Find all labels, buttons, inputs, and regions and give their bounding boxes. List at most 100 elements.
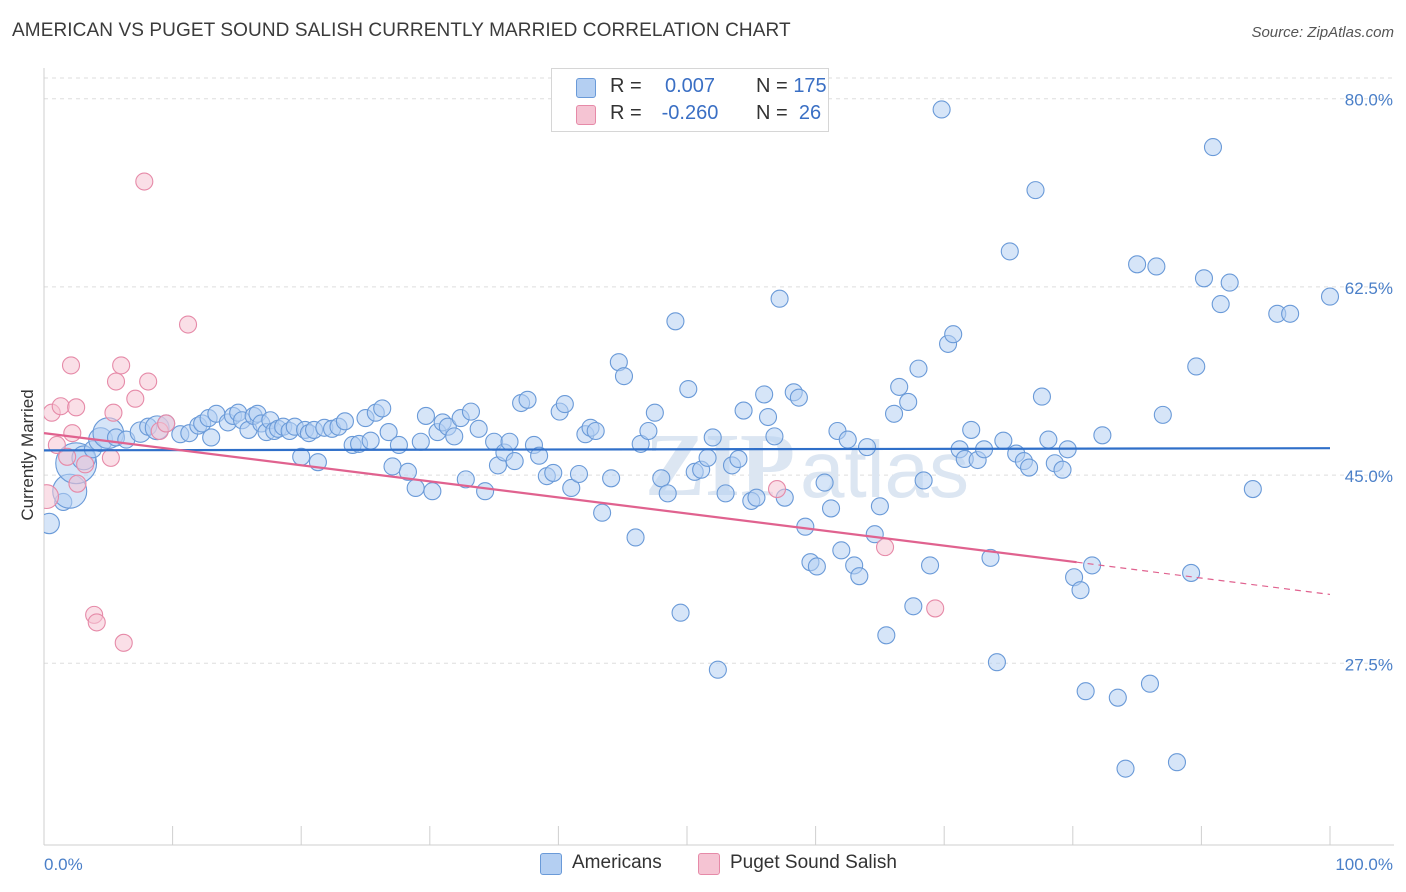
american-point [383,457,402,476]
american-point [932,100,951,119]
american-point [1220,273,1239,292]
puget-sound-salish-point [51,397,70,416]
y-tick-label: 45.0% [1345,467,1393,486]
american-point [666,312,685,331]
american-point [361,431,380,450]
american-point [544,463,563,482]
american-point [500,432,519,451]
american-point [1093,426,1112,445]
puget-sound-salish-point [157,414,176,433]
american-point [398,462,417,481]
american-point [411,432,430,451]
american-point [877,626,896,645]
american-point [987,653,1006,672]
american-point [890,377,909,396]
american-point [770,289,789,308]
bottom-legend-swatch-blue [540,853,562,875]
american-point [899,392,918,412]
american-point [1000,242,1019,261]
american-point [1147,257,1166,276]
american-point [505,452,524,471]
american-point [1039,430,1058,449]
legend-r-label: R = [610,102,642,124]
american-point [530,446,549,465]
y-tick-label: 27.5% [1345,655,1393,674]
american-point [1167,753,1187,772]
puget-sound-salish-points [44,172,945,652]
american-point [1108,688,1127,707]
trend-lines [43,432,1331,596]
legend-swatch-blue [576,78,596,98]
y-axis-label: Currently Married [18,389,37,520]
american-point [202,428,221,447]
americans-points [44,100,1340,778]
american-point [1153,405,1172,424]
puget-sound-salish-point [104,403,123,422]
american-point [870,497,889,516]
american-point [807,557,826,576]
american-point [476,482,495,501]
american-point [652,469,671,488]
american-point [716,484,735,503]
american-point [562,478,581,498]
american-point [1194,269,1214,288]
american-point [373,399,392,418]
american-point [639,421,658,441]
american-point [671,603,690,622]
american-point [406,478,425,498]
axes [43,68,1394,846]
legend-r-value: -0.260 [661,102,719,124]
american-point [747,488,766,507]
american-point [569,464,589,484]
american-point [703,428,722,447]
puget-sound-salish-point [63,424,82,443]
american-point [904,597,923,616]
american-point [815,473,834,492]
legend-swatch-pink [576,105,596,125]
american-point [914,471,933,490]
puget-sound-salish-point [58,447,77,466]
american-point [944,325,963,344]
american-point [1053,460,1072,479]
american-point [602,469,621,488]
american-point [555,395,574,414]
american-point [1320,287,1340,306]
american-point [645,403,664,422]
american-point [708,660,727,679]
american-point [1076,682,1095,701]
american-point [884,404,904,423]
american-point [909,359,928,378]
american-point [335,412,354,431]
bottom-legend-swatch-pink [698,853,720,875]
american-point [1026,181,1045,200]
american-point [789,388,808,407]
puget-sound-salish-point [114,633,133,652]
puget-sound-salish-point [67,398,86,417]
source-label: Source: ZipAtlas.com [1251,24,1394,41]
puget-sound-salish-point [767,480,787,499]
american-point [1140,674,1160,693]
american-point [758,407,778,427]
puget-sound-salish-point [68,474,87,493]
american-point [1128,255,1147,274]
american-point [1243,480,1262,499]
american-point [461,402,481,421]
american-point [729,449,748,469]
puget-sound-salish-point [139,372,158,391]
american-point [755,385,774,404]
american-point [921,556,940,575]
american-point [850,567,869,586]
american-point [445,427,464,446]
puget-sound-salish-point [87,613,106,632]
american-point [765,427,784,446]
bottom-legend-label: Americans [572,852,662,873]
x-tick-max: 100.0% [1335,855,1393,874]
puget-sound-salish-point [44,484,60,510]
american-point [981,548,1000,567]
american-point [734,401,753,420]
legend-n-value: 26 [798,102,822,124]
y-tick-label: 62.5% [1345,279,1393,298]
puget-sound-salish-point [126,389,145,408]
legend-r-value: 0.007 [664,75,716,97]
